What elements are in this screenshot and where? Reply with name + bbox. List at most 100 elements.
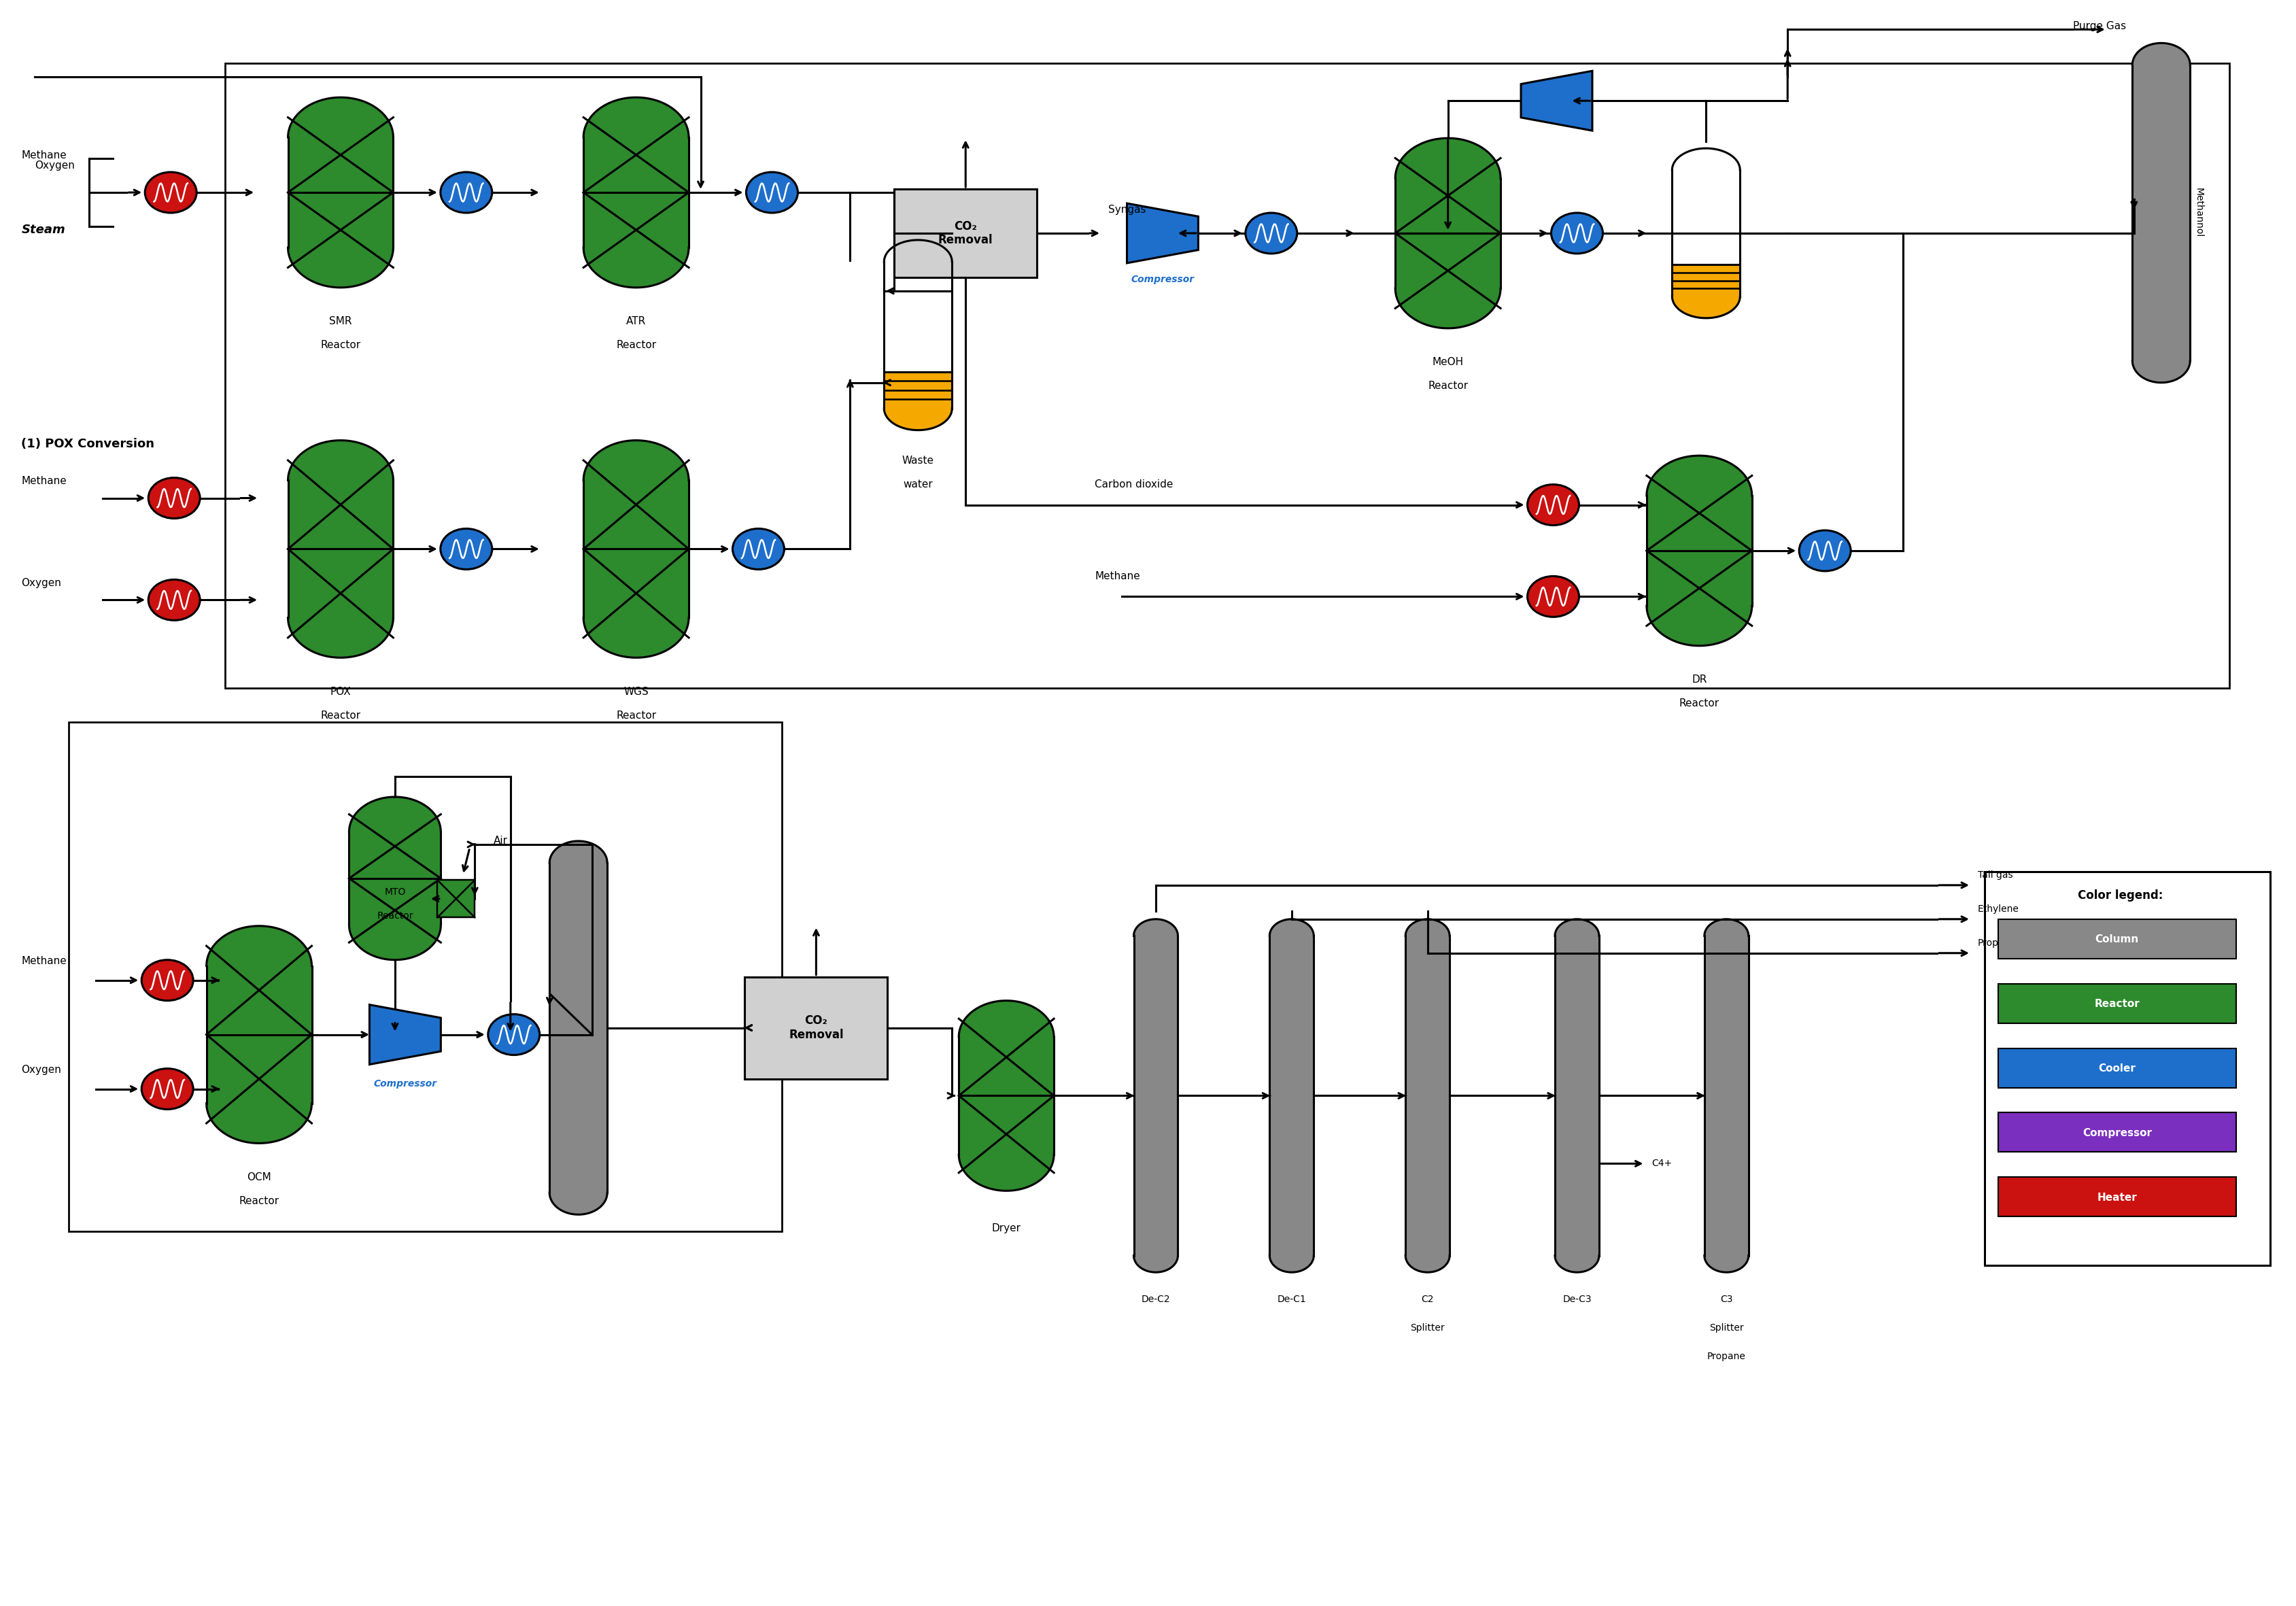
- Text: C4+: C4+: [1651, 1160, 1671, 1169]
- Bar: [1998, 1049, 2236, 1087]
- Bar: [1998, 919, 2236, 959]
- Text: Propylene: Propylene: [1977, 938, 2025, 948]
- Ellipse shape: [1552, 214, 1603, 254]
- Ellipse shape: [1270, 919, 1313, 952]
- Text: Ethylene: Ethylene: [1977, 904, 2018, 914]
- Bar: [1704, 936, 1750, 1256]
- Ellipse shape: [1396, 138, 1502, 218]
- Text: Compressor: Compressor: [2082, 1127, 2151, 1139]
- Bar: [1671, 254, 1740, 297]
- Bar: [1998, 983, 2236, 1023]
- Ellipse shape: [149, 477, 200, 519]
- Bar: [1554, 936, 1598, 1256]
- Bar: [69, 723, 783, 1232]
- Ellipse shape: [583, 98, 689, 177]
- Ellipse shape: [349, 797, 441, 867]
- Bar: [349, 832, 441, 925]
- Ellipse shape: [583, 440, 689, 520]
- Bar: [225, 63, 2229, 689]
- Text: De-C1: De-C1: [1277, 1294, 1306, 1304]
- Text: Splitter: Splitter: [1708, 1323, 1743, 1333]
- Bar: [287, 480, 393, 618]
- Text: Compressor: Compressor: [1132, 275, 1194, 284]
- Ellipse shape: [1134, 919, 1178, 952]
- Text: Reactor: Reactor: [321, 340, 360, 350]
- Text: Reactor: Reactor: [2094, 999, 2140, 1009]
- Bar: [1134, 936, 1178, 1256]
- Bar: [893, 190, 1038, 278]
- Ellipse shape: [287, 207, 393, 287]
- Text: Splitter: Splitter: [1410, 1323, 1444, 1333]
- Ellipse shape: [1671, 148, 1740, 191]
- Polygon shape: [370, 1005, 441, 1065]
- Text: Propane: Propane: [1708, 1352, 1745, 1362]
- Ellipse shape: [145, 172, 197, 214]
- Bar: [1998, 1113, 2236, 1152]
- Ellipse shape: [1134, 1238, 1178, 1272]
- Ellipse shape: [142, 1068, 193, 1110]
- Text: Reactor: Reactor: [1678, 699, 1720, 708]
- Text: CO₂
Removal: CO₂ Removal: [939, 220, 992, 246]
- Bar: [1396, 178, 1502, 289]
- Bar: [2133, 64, 2190, 361]
- Text: Methannol: Methannol: [2195, 188, 2204, 238]
- Ellipse shape: [884, 387, 953, 430]
- Ellipse shape: [441, 172, 491, 214]
- Text: C2: C2: [1421, 1294, 1433, 1304]
- Text: CO₂
Removal: CO₂ Removal: [790, 1015, 843, 1041]
- Text: Syngas: Syngas: [1109, 204, 1146, 215]
- Ellipse shape: [583, 207, 689, 287]
- Text: Cooler: Cooler: [2099, 1063, 2135, 1074]
- Ellipse shape: [1554, 1238, 1598, 1272]
- Ellipse shape: [349, 890, 441, 960]
- Bar: [1405, 936, 1449, 1256]
- Ellipse shape: [1646, 456, 1752, 536]
- Text: Oxygen: Oxygen: [21, 1065, 62, 1074]
- Text: MTO: MTO: [383, 887, 406, 896]
- Bar: [1671, 170, 1740, 265]
- Text: Heater: Heater: [2096, 1193, 2138, 1203]
- Bar: [583, 480, 689, 618]
- Ellipse shape: [149, 580, 200, 620]
- Text: DR: DR: [1692, 675, 1706, 684]
- Text: Oxygen: Oxygen: [21, 578, 62, 588]
- Bar: [439, 880, 475, 917]
- Text: Compressor: Compressor: [374, 1079, 436, 1089]
- Text: Reactor: Reactor: [615, 340, 657, 350]
- Ellipse shape: [1800, 530, 1851, 572]
- Bar: [744, 976, 889, 1079]
- Text: Reactor: Reactor: [321, 710, 360, 721]
- Text: POX: POX: [331, 686, 351, 697]
- Ellipse shape: [960, 1118, 1054, 1190]
- Ellipse shape: [960, 1001, 1054, 1073]
- Ellipse shape: [489, 1015, 540, 1055]
- Polygon shape: [1520, 71, 1593, 130]
- Text: Reactor: Reactor: [615, 710, 657, 721]
- Ellipse shape: [142, 960, 193, 1001]
- Ellipse shape: [1704, 919, 1750, 952]
- Ellipse shape: [583, 578, 689, 658]
- Ellipse shape: [1405, 919, 1449, 952]
- Ellipse shape: [287, 98, 393, 177]
- Bar: [884, 262, 953, 371]
- Text: Carbon dioxide: Carbon dioxide: [1095, 479, 1173, 490]
- Bar: [1270, 936, 1313, 1256]
- Text: Steam: Steam: [21, 223, 64, 236]
- Text: OCM: OCM: [248, 1172, 271, 1182]
- Bar: [1998, 1177, 2236, 1217]
- Bar: [884, 361, 953, 408]
- Ellipse shape: [441, 528, 491, 570]
- Text: C3: C3: [1720, 1294, 1733, 1304]
- Text: Methane: Methane: [21, 149, 67, 161]
- Ellipse shape: [1527, 577, 1580, 617]
- Text: WGS: WGS: [625, 686, 647, 697]
- Ellipse shape: [287, 440, 393, 520]
- Ellipse shape: [1244, 214, 1297, 254]
- Text: Waste: Waste: [902, 456, 934, 466]
- Text: Tail gas: Tail gas: [1977, 870, 2014, 880]
- Text: Oxygen: Oxygen: [34, 161, 76, 170]
- Bar: [583, 138, 689, 247]
- Polygon shape: [1127, 204, 1199, 263]
- Ellipse shape: [2133, 339, 2190, 382]
- Ellipse shape: [207, 1063, 312, 1143]
